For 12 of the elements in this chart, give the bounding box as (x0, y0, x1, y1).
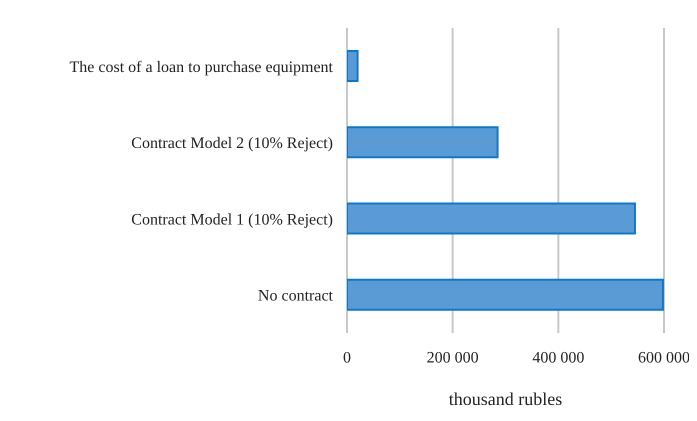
bar (347, 278, 664, 311)
x-axis-title: thousand rubles (448, 389, 562, 409)
bar (347, 126, 499, 158)
y-tick-label: No contract (258, 288, 334, 305)
y-tick-label: Contract Model 2 (10% Reject) (131, 135, 333, 152)
x-tick-label: 200 000 (426, 349, 479, 366)
x-tick-label: 400 000 (532, 349, 584, 366)
y-tick-label: Contract Model 1 (10% Reject) (131, 211, 333, 228)
y-tick-label: The cost of a loan to purchase equipment (70, 58, 334, 76)
bar (347, 202, 636, 234)
bar (347, 50, 359, 82)
x-tick-label: 0 (343, 349, 351, 366)
